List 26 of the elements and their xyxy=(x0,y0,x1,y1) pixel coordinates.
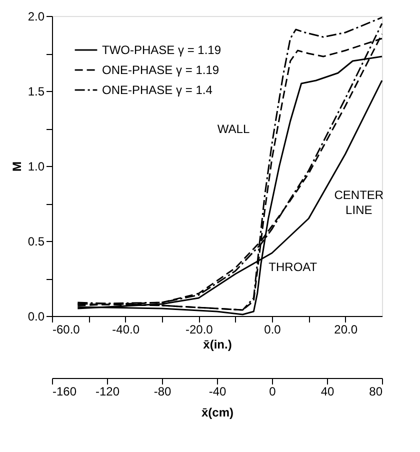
x-tick-label: -60.0 xyxy=(52,322,80,336)
x2-tick-label: -40 xyxy=(208,384,226,398)
x-tick-label: -20.0 xyxy=(185,322,214,336)
x2-tick-label: -160 xyxy=(52,384,77,398)
annotation: CENTER LINE xyxy=(334,188,384,217)
x2-tick-label: -120 xyxy=(95,384,120,398)
legend-label: ONE-PHASE γ = 1.4 xyxy=(102,83,213,97)
x2-tick-label: 80 xyxy=(369,384,383,398)
y-tick-label: 0.0 xyxy=(28,310,45,324)
y-tick-label: 0.5 xyxy=(28,234,45,248)
y-axis-title: M xyxy=(10,162,24,172)
annotation: WALL xyxy=(217,122,250,136)
legend-label: ONE-PHASE γ = 1.19 xyxy=(102,63,220,77)
x2-tick-label: -80 xyxy=(154,384,172,398)
x-tick-label: 20.0 xyxy=(334,322,358,336)
y-tick-label: 2.0 xyxy=(28,10,45,24)
x-axis-title: x̄(in.) xyxy=(203,338,232,352)
y-tick-label: 1.5 xyxy=(28,84,45,98)
annotation: THROAT xyxy=(268,260,318,274)
x2-tick-label: 0 xyxy=(269,384,276,398)
x2-tick-label: 40 xyxy=(320,384,334,398)
x-tick-label: 0.0 xyxy=(264,322,282,336)
x2-axis-title: x̄(cm) xyxy=(201,406,234,420)
x-tick-label: -40.0 xyxy=(112,322,140,336)
legend-label: TWO-PHASE γ = 1.19 xyxy=(102,43,222,57)
y-tick-label: 1.0 xyxy=(28,160,45,174)
